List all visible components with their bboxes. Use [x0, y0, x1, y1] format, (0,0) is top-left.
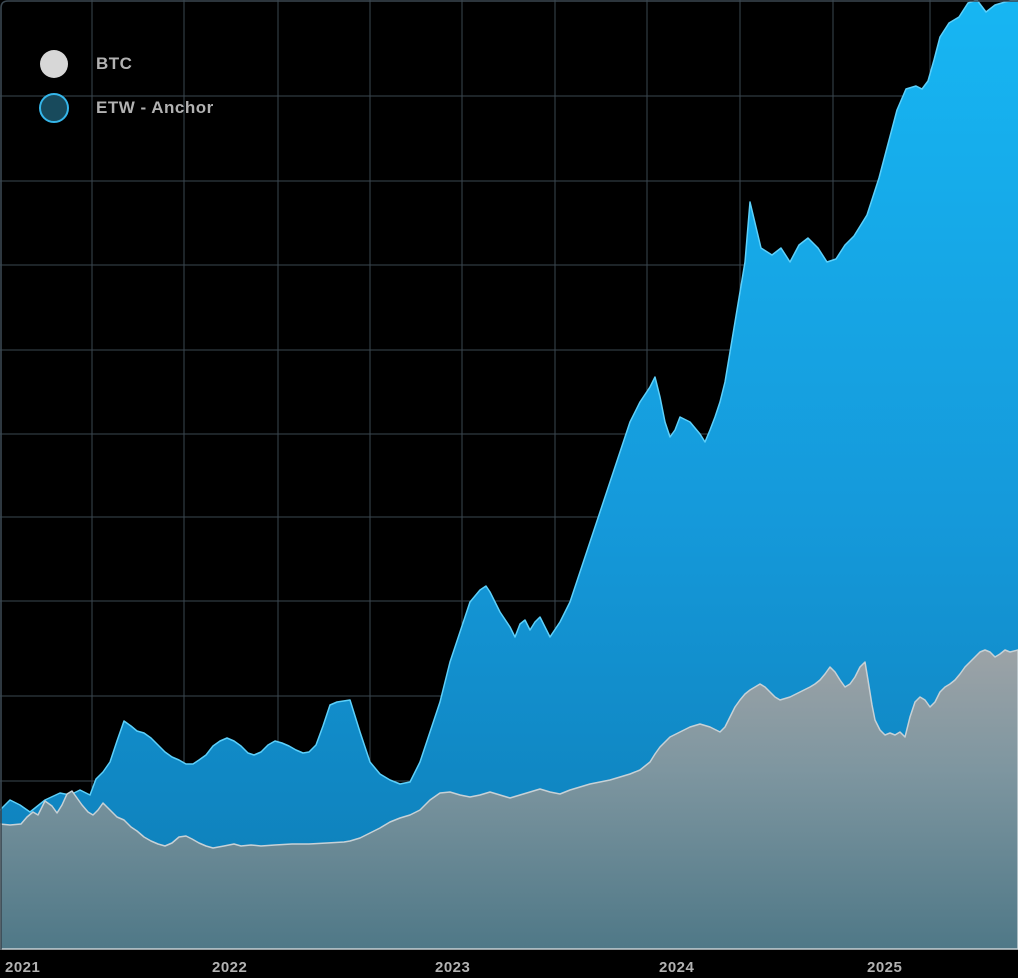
- svg-text:BTC: BTC: [96, 54, 132, 73]
- svg-text:2024: 2024: [659, 959, 695, 976]
- svg-text:2022: 2022: [212, 959, 247, 976]
- svg-text:2021: 2021: [5, 959, 40, 976]
- svg-text:2023: 2023: [435, 959, 470, 976]
- svg-text:2025: 2025: [867, 959, 902, 976]
- svg-text:ETW - Anchor: ETW - Anchor: [96, 98, 214, 117]
